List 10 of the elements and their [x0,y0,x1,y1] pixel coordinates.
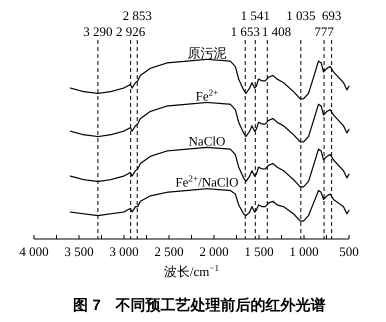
xtick-label: 1 000 [289,244,319,259]
title: 图 7 不同预工艺处理前后的红外光谱 [73,297,326,314]
xtick-label: 4 000 [19,244,49,259]
xlabel: 波长/cm$^{−1}$ [164,263,220,279]
xtick-label: 3 500 [64,244,94,259]
xtick-label: 3 000 [109,244,139,259]
xtick-label: 2 000 [199,244,229,259]
xtick-label: 1 500 [244,244,274,259]
xtick-label: 500 [339,244,359,259]
xtick-label: 2 500 [154,244,184,259]
